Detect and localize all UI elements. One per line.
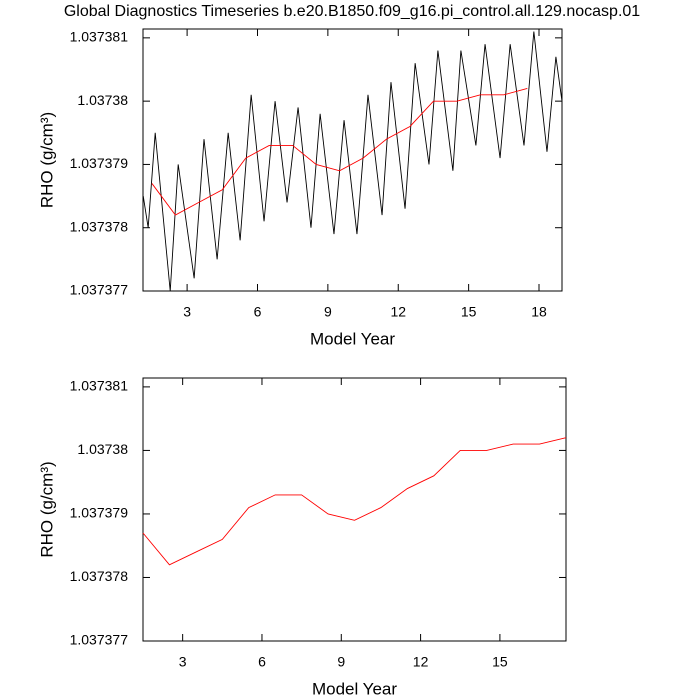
y-tick-label: 1.03738 bbox=[77, 441, 128, 457]
x-axis-label: Model Year bbox=[312, 679, 397, 698]
chart-title: Global Diagnostics Timeseries b.e20.B185… bbox=[64, 3, 640, 20]
x-tick-label: 3 bbox=[183, 304, 191, 320]
x-tick-label: 18 bbox=[531, 304, 547, 320]
y-tick-label: 1.037379 bbox=[70, 505, 129, 521]
x-tick-label: 6 bbox=[258, 654, 266, 670]
y-tick-label: 1.037378 bbox=[70, 218, 129, 234]
data-line bbox=[151, 88, 528, 216]
x-tick-label: 6 bbox=[254, 304, 262, 320]
data-line bbox=[142, 31, 563, 292]
x-tick-label: 9 bbox=[337, 654, 345, 670]
y-tick-label: 1.037381 bbox=[70, 378, 129, 394]
plot-frame bbox=[142, 28, 563, 292]
data-line bbox=[142, 437, 567, 566]
y-tick-label: 1.037377 bbox=[70, 282, 129, 298]
x-axis-label: Model Year bbox=[310, 329, 395, 348]
x-tick-label: 12 bbox=[413, 654, 429, 670]
y-tick-label: 1.037378 bbox=[70, 568, 129, 584]
plot-frame bbox=[142, 377, 567, 642]
y-axis-label: RHO (g/cm³) bbox=[37, 112, 56, 208]
x-tick-label: 3 bbox=[179, 654, 187, 670]
y-tick-label: 1.037379 bbox=[70, 155, 129, 171]
y-axis-label: RHO (g/cm³) bbox=[37, 461, 56, 557]
y-tick-label: 1.03738 bbox=[77, 92, 128, 108]
x-tick-label: 9 bbox=[324, 304, 332, 320]
x-tick-label: 15 bbox=[492, 654, 508, 670]
x-tick-label: 15 bbox=[461, 304, 477, 320]
y-tick-label: 1.037377 bbox=[70, 632, 129, 648]
y-tick-label: 1.037381 bbox=[70, 29, 129, 45]
x-tick-label: 12 bbox=[390, 304, 406, 320]
